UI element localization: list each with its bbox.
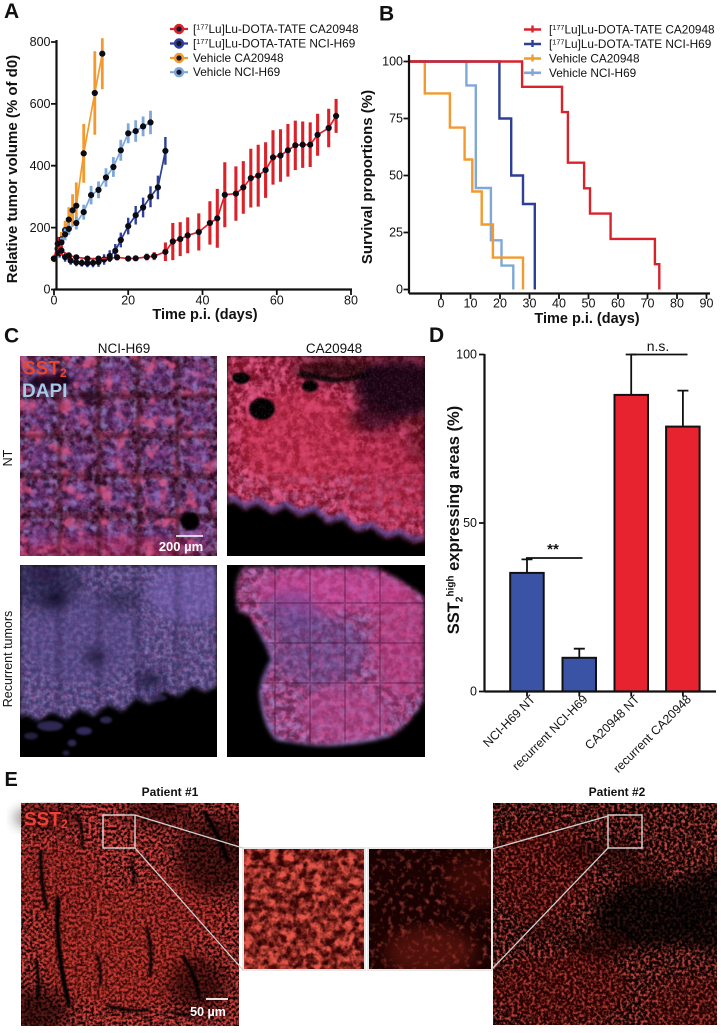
svg-text:Time p.i. (days): Time p.i. (days) xyxy=(534,311,639,327)
svg-text:0: 0 xyxy=(470,685,477,699)
svg-text:D: D xyxy=(429,324,444,347)
svg-text:40: 40 xyxy=(552,297,566,311)
svg-text:**: ** xyxy=(547,541,559,558)
svg-text:90: 90 xyxy=(700,297,714,311)
svg-text:0: 0 xyxy=(396,283,403,297)
svg-text:E: E xyxy=(5,769,18,791)
svg-text:800: 800 xyxy=(30,35,51,49)
svg-text:Patient #2: Patient #2 xyxy=(589,785,646,799)
svg-text:200 µm: 200 µm xyxy=(159,539,203,554)
svg-text:80: 80 xyxy=(670,297,684,311)
svg-text:CA20948: CA20948 xyxy=(306,341,362,356)
svg-text:Patient #1: Patient #1 xyxy=(142,785,199,799)
svg-text:0: 0 xyxy=(44,283,51,297)
svg-text:[177Lu]Lu-DOTA-TATE CA20948: [177Lu]Lu-DOTA-TATE CA20948 xyxy=(193,22,359,36)
svg-text:600: 600 xyxy=(30,97,51,111)
svg-text:[177Lu]Lu-DOTA-TATE NCI-H69: [177Lu]Lu-DOTA-TATE NCI-H69 xyxy=(193,37,355,51)
svg-text:n.s.: n.s. xyxy=(647,338,670,354)
svg-text:Vehicle CA20948: Vehicle CA20948 xyxy=(193,51,284,65)
svg-text:50: 50 xyxy=(463,516,477,530)
svg-text:20: 20 xyxy=(493,297,507,311)
svg-text:200: 200 xyxy=(30,221,51,235)
svg-text:60: 60 xyxy=(270,294,284,308)
svg-text:[177Lu]Lu-DOTA-TATE NCI-H69: [177Lu]Lu-DOTA-TATE NCI-H69 xyxy=(549,37,711,51)
svg-text:Survival proportions (%): Survival proportions (%) xyxy=(359,90,376,264)
svg-text:100: 100 xyxy=(382,55,403,69)
svg-text:30: 30 xyxy=(523,297,537,311)
svg-text:0: 0 xyxy=(51,294,58,308)
svg-text:[177Lu]Lu-DOTA-TATE CA20948: [177Lu]Lu-DOTA-TATE CA20948 xyxy=(549,23,715,37)
svg-text:C: C xyxy=(4,325,19,348)
svg-text:Vehicle NCI-H69: Vehicle NCI-H69 xyxy=(193,65,280,79)
svg-text:60: 60 xyxy=(611,297,625,311)
svg-text:Time p.i. (days): Time p.i. (days) xyxy=(152,307,257,323)
svg-text:400: 400 xyxy=(30,159,51,173)
svg-text:SST2: SST2 xyxy=(23,359,67,381)
svg-text:50: 50 xyxy=(582,297,596,311)
svg-text:Vehicle NCI-H69: Vehicle NCI-H69 xyxy=(549,66,636,80)
svg-text:50 µm: 50 µm xyxy=(190,1005,226,1019)
svg-text:25: 25 xyxy=(389,226,403,240)
svg-text:Vehicle CA20948: Vehicle CA20948 xyxy=(549,52,640,66)
svg-text:DAPI: DAPI xyxy=(22,381,67,402)
svg-text:75: 75 xyxy=(389,112,403,126)
svg-text:Relative tumor volume (% of d0: Relative tumor volume (% of d0) xyxy=(4,55,21,283)
svg-text:80: 80 xyxy=(344,294,358,308)
svg-text:NCI-H69: NCI-H69 xyxy=(98,341,151,356)
svg-text:NT: NT xyxy=(1,449,15,466)
svg-text:B: B xyxy=(379,3,394,26)
svg-text:70: 70 xyxy=(641,297,655,311)
svg-text:40: 40 xyxy=(196,294,210,308)
svg-text:50: 50 xyxy=(389,169,403,183)
svg-text:A: A xyxy=(4,0,19,23)
svg-text:100: 100 xyxy=(456,348,477,362)
svg-text:Recurrent tumors: Recurrent tumors xyxy=(1,611,15,708)
svg-text:SST2: SST2 xyxy=(24,810,68,832)
svg-text:10: 10 xyxy=(464,297,478,311)
svg-text:0: 0 xyxy=(438,297,445,311)
svg-text:20: 20 xyxy=(121,294,135,308)
